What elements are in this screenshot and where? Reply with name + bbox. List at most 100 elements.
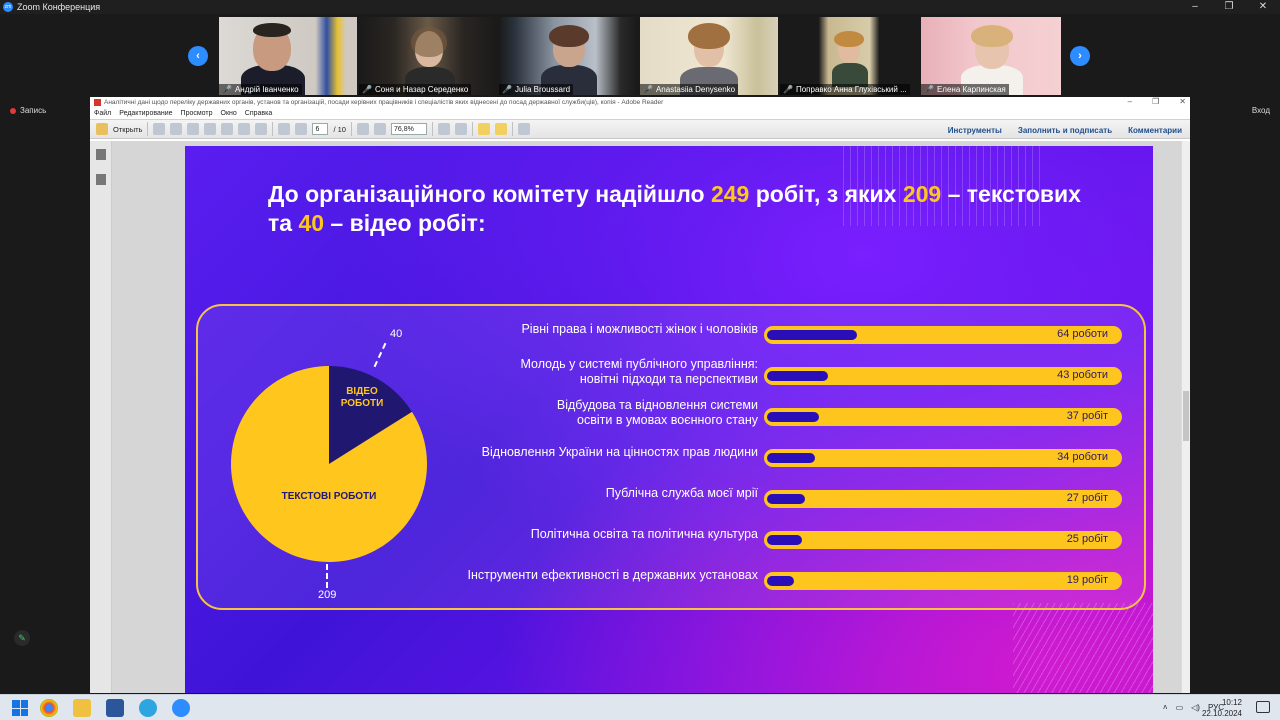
pie-slice xyxy=(231,366,427,562)
participant-tile[interactable]: 🎤 Елена Карпинская xyxy=(921,17,1061,95)
bar-row: Політична освіта та політична культура 25… xyxy=(198,525,1148,555)
bar-track: 25 робіт xyxy=(764,531,1122,549)
bar-row: Рівні права і можливості жінок і чоловік… xyxy=(198,320,1148,350)
clock[interactable]: 10:12 22.10.2024 xyxy=(1202,697,1242,719)
bar-row: Відбудова та відновлення системи освіти в… xyxy=(198,398,1148,432)
reader-close-icon[interactable]: ✕ xyxy=(1179,97,1186,106)
save-icon[interactable] xyxy=(221,123,234,135)
bar-track: 64 роботи xyxy=(764,326,1122,344)
bar-track: 27 робіт xyxy=(764,490,1122,508)
prev-page-arrow-icon[interactable]: ‹ xyxy=(188,46,208,66)
participant-tile[interactable]: 🎤 Поправко Анна Глухівський ... xyxy=(780,17,918,95)
vertical-scrollbar[interactable] xyxy=(1181,141,1190,693)
menu-edit[interactable]: Редактирование xyxy=(119,110,173,117)
fit-page-icon[interactable] xyxy=(437,123,450,135)
open-button[interactable]: Открыть xyxy=(113,124,143,134)
zoom-title-bar: zm Zoom Конференция – ❐ ✕ xyxy=(0,0,1280,14)
bar-category-label: Рівні права і можливості жінок і чоловік… xyxy=(521,322,758,336)
create-pdf-icon[interactable] xyxy=(153,123,166,135)
bar xyxy=(767,535,803,545)
page-down-icon[interactable] xyxy=(295,123,308,135)
email-icon[interactable] xyxy=(255,123,268,135)
mic-muted-icon: 🎤 xyxy=(924,85,934,94)
zoom-in-icon[interactable] xyxy=(373,123,386,135)
document-view[interactable]: До організаційного комітету надійшло 249… xyxy=(112,141,1182,693)
zoom-out-icon[interactable] xyxy=(356,123,369,135)
mic-muted-icon: 🎤 xyxy=(362,85,372,94)
word-icon[interactable] xyxy=(106,699,124,717)
cloud-icon[interactable] xyxy=(204,123,217,135)
exit-label[interactable]: Вход xyxy=(1251,106,1270,115)
pie-slice-label: ВІДЕО РОБОТИ xyxy=(341,386,384,409)
language-indicator[interactable]: РУС xyxy=(1207,703,1224,712)
zoom-taskbar-icon[interactable] xyxy=(172,699,190,717)
bar-value-label: 37 робіт xyxy=(1066,410,1108,422)
mic-muted-icon: 🎤 xyxy=(783,85,793,94)
maximize-icon[interactable]: ❐ xyxy=(1224,1,1234,12)
fill-sign-link[interactable]: Заполнить и подписать xyxy=(1017,126,1113,135)
bar-value-label: 25 робіт xyxy=(1066,533,1108,545)
reader-right-links: Инструменты Заполнить и подписать Коммен… xyxy=(948,126,1182,135)
volume-icon[interactable]: ◁) xyxy=(1191,703,1200,712)
windows-start-icon[interactable] xyxy=(12,700,28,716)
reader-window-controls: – ❐ ✕ xyxy=(1128,97,1186,106)
bar-value-label: 43 роботи xyxy=(1057,369,1108,381)
next-page-arrow-icon[interactable]: › xyxy=(1070,46,1090,66)
network-icon[interactable]: ▭ xyxy=(1175,703,1184,712)
system-tray: ˄ ▭ ◁) РУС xyxy=(1163,703,1224,712)
participant-tile[interactable]: 🎤 Андрій Іванченко xyxy=(219,17,357,95)
file-explorer-icon[interactable] xyxy=(73,699,91,717)
expand-icon[interactable] xyxy=(517,123,530,135)
bar-row: Молодь у системі публічного управління: н… xyxy=(198,357,1148,391)
minimize-icon[interactable]: – xyxy=(1192,1,1198,12)
reader-maximize-icon[interactable]: ❐ xyxy=(1152,97,1160,106)
reader-minimize-icon[interactable]: – xyxy=(1127,97,1133,106)
pie-value-label: 209 xyxy=(318,589,337,601)
chrome-icon[interactable] xyxy=(40,699,58,717)
participant-name: 🎤 Anastasiia Denysenko xyxy=(640,84,739,95)
adobe-reader-window: Аналітичні дані щодо переліку державних … xyxy=(90,97,1190,693)
fit-width-icon[interactable] xyxy=(454,123,467,135)
comments-link[interactable]: Комментарии xyxy=(1128,126,1182,135)
page-up-icon[interactable] xyxy=(278,123,291,135)
reader-menu-bar: Файл Редактирование Просмотр Окно Справк… xyxy=(90,108,1190,119)
participant-tile[interactable]: 🎤 Julia Broussard xyxy=(499,17,637,95)
page-number-input[interactable]: 6 xyxy=(312,123,329,135)
print-icon[interactable] xyxy=(238,123,251,135)
menu-view[interactable]: Просмотр xyxy=(180,110,213,117)
highlight-icon[interactable] xyxy=(494,123,507,135)
recording-indicator[interactable]: Запись xyxy=(10,106,46,115)
annotate-pen-icon[interactable]: ✎ xyxy=(14,630,30,646)
pie-slice xyxy=(329,366,412,464)
edit-pdf-icon[interactable] xyxy=(187,123,200,135)
bar xyxy=(767,453,816,463)
bar-category-label: Молодь у системі публічного управління: н… xyxy=(520,357,758,386)
pages-panel-icon[interactable] xyxy=(95,149,106,160)
bar-track: 19 робіт xyxy=(764,572,1122,590)
participant-tile[interactable]: 🎤 Соня и Назар Середенко xyxy=(359,17,497,95)
bar-category-label: Відновлення України на цінностях прав лю… xyxy=(481,445,758,459)
comment-icon[interactable] xyxy=(477,123,490,135)
menu-file[interactable]: Файл xyxy=(94,110,112,117)
participant-name: 🎤 Соня и Назар Середенко xyxy=(359,84,472,95)
notification-icon[interactable] xyxy=(1256,701,1270,713)
zoom-level-input[interactable]: 76,8% xyxy=(390,123,427,135)
participant-tile[interactable]: 🎤 Anastasiia Denysenko xyxy=(640,17,778,95)
export-pdf-icon[interactable] xyxy=(170,123,183,135)
tray-up-arrow-icon[interactable]: ˄ xyxy=(1162,703,1168,712)
bar-category-label: Політична освіта та політична культура xyxy=(530,527,758,541)
menu-window[interactable]: Окно xyxy=(220,110,237,117)
reader-title-bar: Аналітичні дані щодо переліку державних … xyxy=(90,97,1190,108)
close-icon[interactable]: ✕ xyxy=(1258,1,1268,12)
participant-name: 🎤 Julia Broussard xyxy=(499,84,574,95)
reader-toolbar: Открыть 6 / 10 76,8% xyxy=(90,119,1190,139)
folder-icon[interactable] xyxy=(96,123,108,135)
page-total: / 10 xyxy=(333,124,346,134)
attachments-panel-icon[interactable] xyxy=(95,174,106,185)
mic-muted-icon: 🎤 xyxy=(643,85,653,94)
menu-help[interactable]: Справка xyxy=(244,110,273,117)
telegram-icon[interactable] xyxy=(139,699,157,717)
scrollbar-thumb[interactable] xyxy=(1183,391,1189,441)
tools-link[interactable]: Инструменты xyxy=(947,126,1002,135)
pie-slice-label: ТЕКСТОВІ РОБОТИ xyxy=(282,491,377,502)
